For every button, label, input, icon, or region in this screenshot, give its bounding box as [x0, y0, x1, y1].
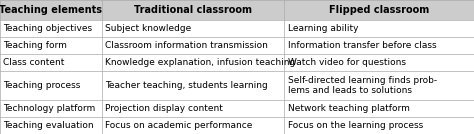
Text: Self-directed learning finds prob-
lems and leads to solutions: Self-directed learning finds prob- lems …	[288, 76, 437, 95]
Bar	[102, 0, 284, 20]
Text: Teaching form: Teaching form	[3, 41, 67, 50]
Text: Teaching process: Teaching process	[3, 81, 81, 90]
Text: Focus on the learning process: Focus on the learning process	[288, 121, 423, 130]
Text: Technology platform: Technology platform	[3, 104, 96, 113]
Text: Knowledge explanation, infusion teaching: Knowledge explanation, infusion teaching	[105, 58, 295, 67]
Text: Teaching objectives: Teaching objectives	[3, 24, 92, 33]
Text: Projection display content: Projection display content	[105, 104, 223, 113]
Text: Network teaching platform: Network teaching platform	[288, 104, 410, 113]
Text: Watch video for questions: Watch video for questions	[288, 58, 406, 67]
Text: Focus on academic performance: Focus on academic performance	[105, 121, 253, 130]
Text: Classroom information transmission: Classroom information transmission	[105, 41, 268, 50]
Text: Traditional classroom: Traditional classroom	[134, 5, 252, 15]
Bar	[284, 0, 474, 20]
Text: Teacher teaching, students learning: Teacher teaching, students learning	[105, 81, 268, 90]
Text: Teaching evaluation: Teaching evaluation	[3, 121, 94, 130]
Text: Learning ability: Learning ability	[288, 24, 358, 33]
Text: Teaching elements: Teaching elements	[0, 5, 102, 15]
Text: Information transfer before class: Information transfer before class	[288, 41, 437, 50]
Text: Subject knowledge: Subject knowledge	[105, 24, 191, 33]
Text: Flipped classroom: Flipped classroom	[329, 5, 429, 15]
Bar	[0, 0, 102, 20]
Text: Class content: Class content	[3, 58, 64, 67]
